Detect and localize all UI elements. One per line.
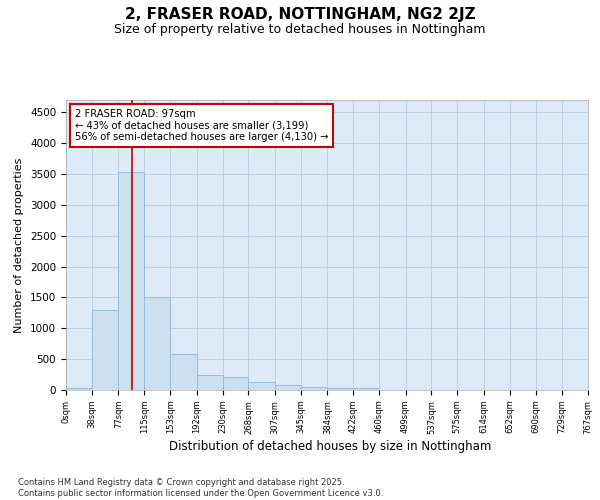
- Bar: [328, 388, 353, 390]
- Text: 2, FRASER ROAD, NOTTINGHAM, NG2 2JZ: 2, FRASER ROAD, NOTTINGHAM, NG2 2JZ: [125, 8, 475, 22]
- Text: Contains HM Land Registry data © Crown copyright and database right 2025.
Contai: Contains HM Land Registry data © Crown c…: [18, 478, 383, 498]
- Y-axis label: Number of detached properties: Number of detached properties: [14, 158, 25, 332]
- Bar: [144, 298, 170, 390]
- Bar: [66, 388, 92, 390]
- Bar: [353, 388, 379, 390]
- Bar: [275, 385, 301, 390]
- Text: 2 FRASER ROAD: 97sqm
← 43% of detached houses are smaller (3,199)
56% of semi-de: 2 FRASER ROAD: 97sqm ← 43% of detached h…: [75, 110, 328, 142]
- Bar: [118, 172, 144, 390]
- Bar: [223, 376, 248, 390]
- Bar: [248, 382, 275, 390]
- Bar: [301, 386, 328, 390]
- Text: Size of property relative to detached houses in Nottingham: Size of property relative to detached ho…: [114, 22, 486, 36]
- Bar: [92, 310, 118, 390]
- Bar: [170, 354, 197, 390]
- Bar: [197, 374, 223, 390]
- Text: Distribution of detached houses by size in Nottingham: Distribution of detached houses by size …: [169, 440, 491, 453]
